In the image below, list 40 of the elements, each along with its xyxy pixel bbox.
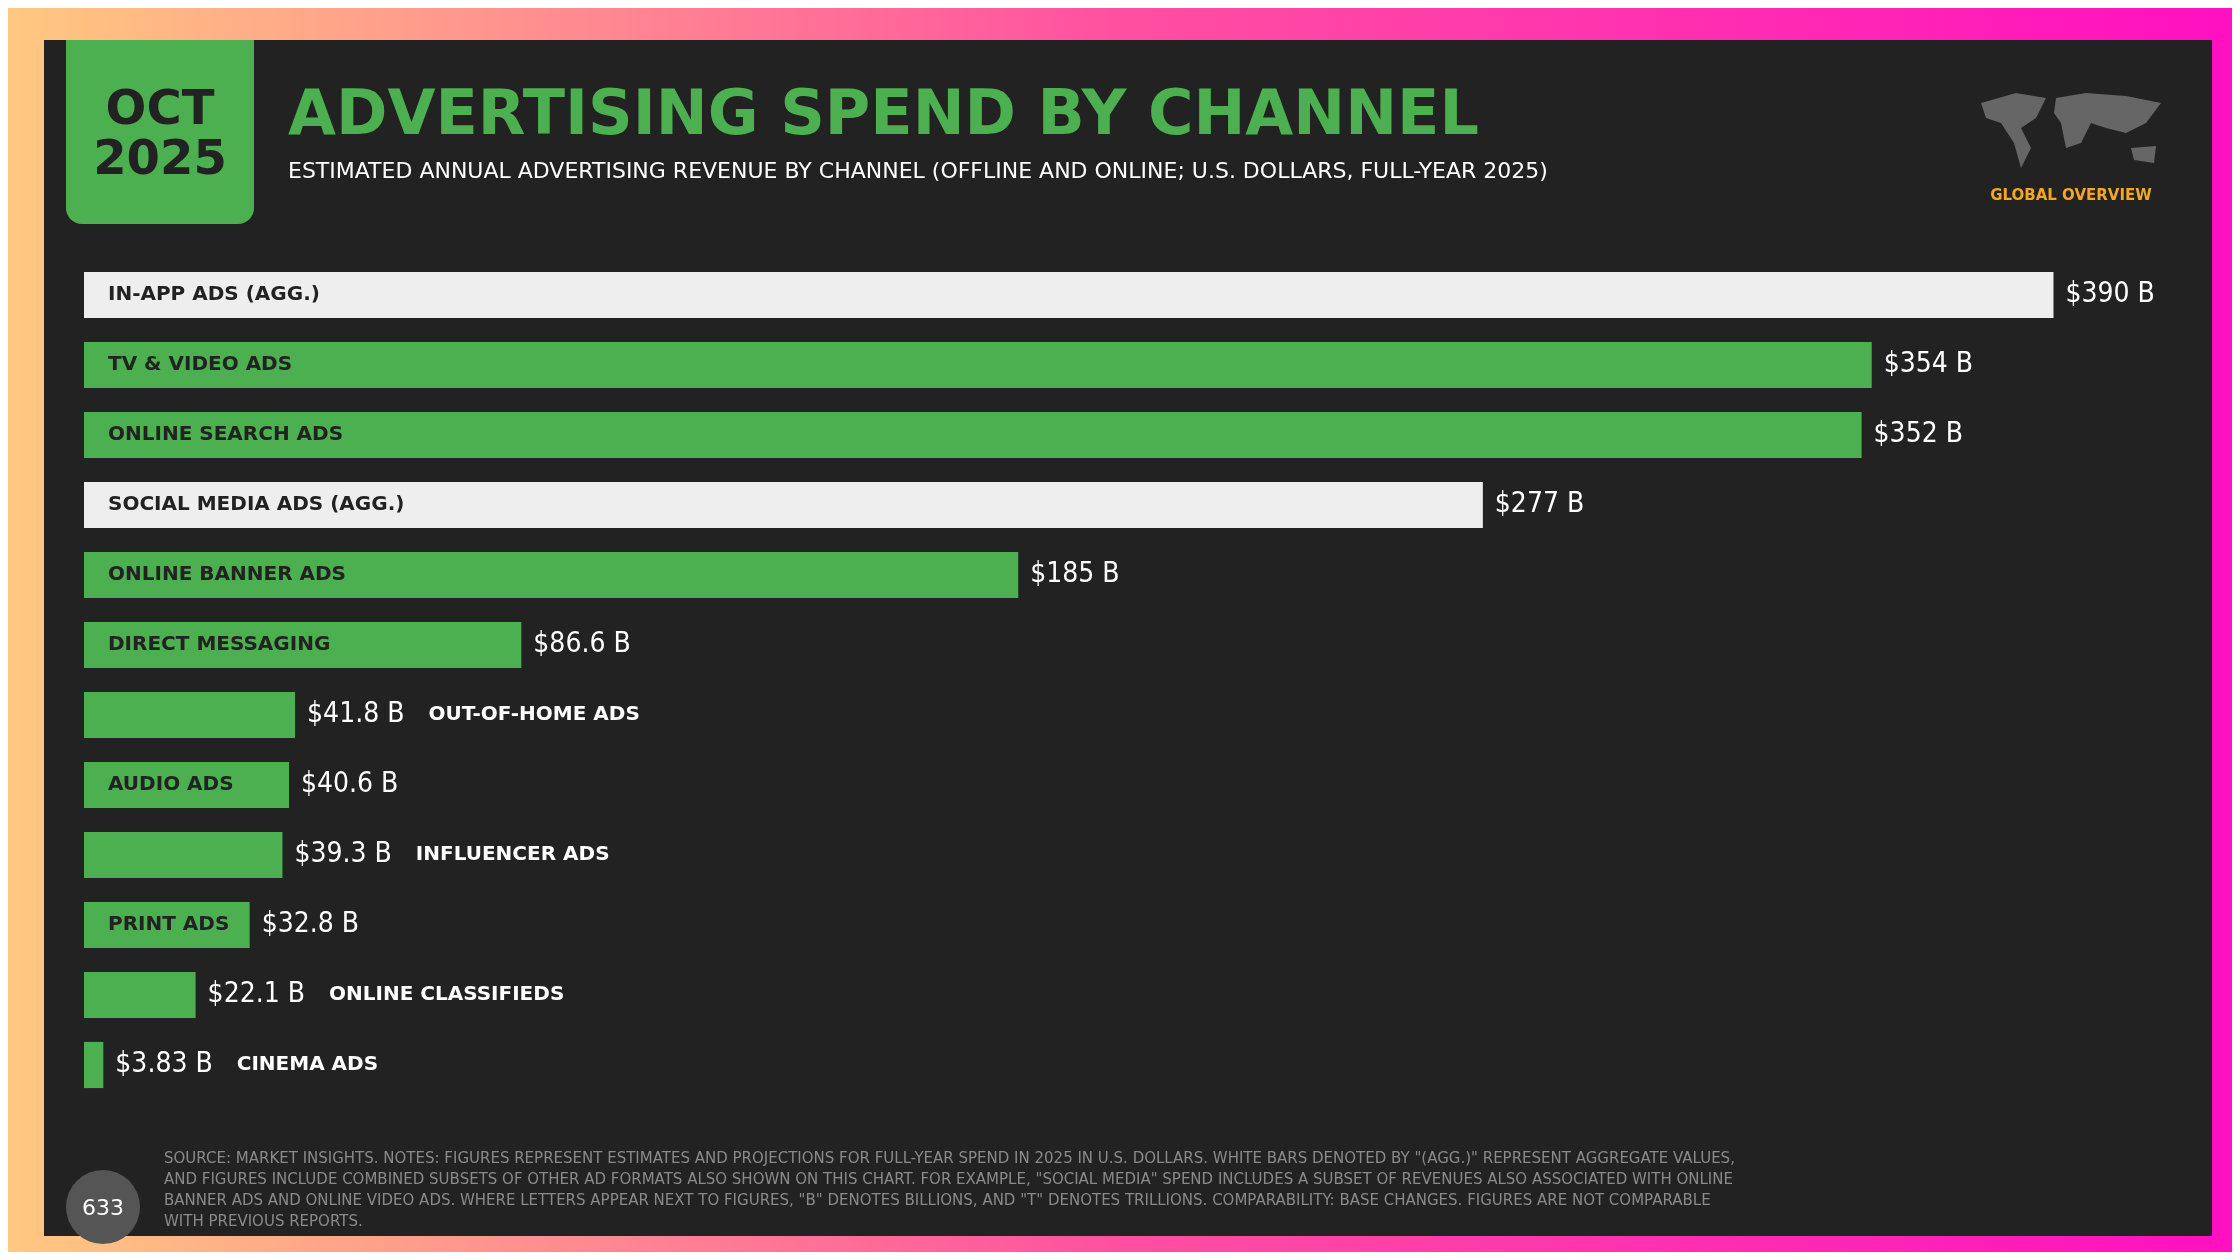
chart-subtitle: ESTIMATED ANNUAL ADVERTISING REVENUE BY CHANNEL (OFFLINE AND ONLINE; U.S. DOLLARS, FULL-YEAR 2025) bbox=[288, 158, 1548, 183]
data-label: $277 B bbox=[1494, 486, 1585, 520]
data-label: $354 B bbox=[1883, 346, 1974, 380]
y-tick-label: ONLINE BANNER ADS bbox=[108, 561, 346, 586]
bar bbox=[84, 481, 1483, 529]
y-tick-label: INFLUENCER ADS bbox=[415, 841, 610, 866]
bar bbox=[84, 831, 283, 879]
text: 633 bbox=[66, 1170, 140, 1244]
data-label: $40.6 B bbox=[301, 766, 399, 800]
data-label: $185 B bbox=[1030, 556, 1120, 590]
bar bbox=[84, 621, 522, 669]
text: OCT 2025 bbox=[92, 78, 228, 185]
y-tick-label: IN-APP ADS (AGG.) bbox=[108, 281, 320, 306]
data-label: $390 B bbox=[2065, 276, 2155, 310]
y-tick-label: TV & VIDEO ADS bbox=[108, 351, 293, 376]
y-tick-label: SOCIAL MEDIA ADS (AGG.) bbox=[108, 491, 405, 516]
data-label: $22.1 B bbox=[207, 976, 305, 1010]
bar bbox=[84, 341, 1872, 389]
y-tick-label: OUT-OF-HOME ADS bbox=[428, 701, 640, 726]
y-tick-label: CINEMA ADS bbox=[236, 1051, 379, 1076]
data-label: $39.3 B bbox=[294, 836, 392, 870]
y-tick-label: ONLINE CLASSIFIEDS bbox=[328, 981, 565, 1006]
bar bbox=[84, 971, 196, 1019]
chart-title: ADVERTISING SPEND BY CHANNEL bbox=[288, 76, 1479, 149]
bar bbox=[84, 1041, 104, 1089]
data-label: $41.8 B bbox=[307, 696, 405, 730]
y-tick-label: AUDIO ADS bbox=[108, 771, 234, 796]
bar bbox=[84, 691, 296, 739]
bar bbox=[84, 271, 2054, 319]
data-label: $3.83 B bbox=[115, 1046, 213, 1080]
data-label: $32.8 B bbox=[261, 906, 360, 940]
bar bbox=[84, 411, 1862, 459]
bar bbox=[84, 551, 1019, 599]
data-label: $86.6 B bbox=[533, 626, 631, 660]
y-tick-label: ONLINE SEARCH ADS bbox=[108, 421, 344, 446]
text: GLOBAL OVERVIEW bbox=[1989, 186, 2153, 204]
y-tick-label: DIRECT MESSAGING bbox=[108, 631, 331, 656]
source-note: SOURCE: MARKET INSIGHTS. NOTES: FIGURES REPRESENT ESTIMATES AND PROJECTIONS FOR FULL-YEAR SPEND IN 2025 IN U.S. DOLLARS. WHITE BARS DENOTED BY "(AGG.)" REPRESENT AGGREGATE VALUES, AND FIGURES INCLUDE COMBINED SUBSETS OF OTHER AD FORMATS ALSO SHOWN ON THIS CHART. FOR EXAMPLE, "SOCIAL MEDIA" SPEND INCLUDES A SUBSET OF REVENUES ALSO ASSOCIATED WITH ONLINE BANNER ADS AND ONLINE VIDEO ADS. WHERE LETTERS APPEAR NEXT TO FIGURES, "B" DENOTES BILLIONS, AND "T" DENOTES TRILLIONS. COMPARABILITY: BASE CHANGES. FIGURES ARE NOT COMPARABLE WITH PREVIOUS REPORTS. bbox=[164, 1148, 1736, 1232]
y-tick-label: PRINT ADS bbox=[108, 911, 230, 936]
data-label: $352 B bbox=[1873, 416, 1963, 450]
